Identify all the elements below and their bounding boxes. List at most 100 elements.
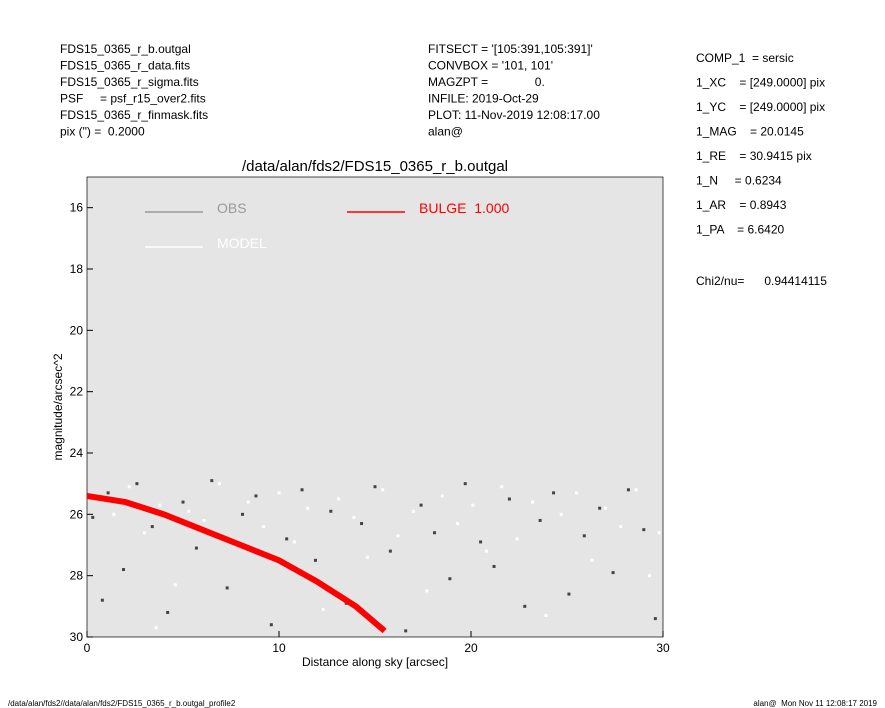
x-tick-label: 0 xyxy=(84,641,91,655)
data-point xyxy=(500,485,504,489)
data-point xyxy=(285,537,289,541)
data-point xyxy=(225,586,229,590)
data-point xyxy=(306,506,310,510)
legend-label: MODEL xyxy=(217,235,267,251)
data-point xyxy=(241,512,245,516)
y-tick-label: 30 xyxy=(70,630,84,644)
data-point xyxy=(217,482,221,486)
y-tick-label: 22 xyxy=(70,385,84,399)
header-middle: MAGZPT = 0. xyxy=(428,75,545,89)
bulge-line xyxy=(86,492,387,634)
data-point xyxy=(544,614,548,618)
data-point xyxy=(419,503,423,507)
header-left: FDS15_0365_r_finmask.fits xyxy=(60,108,208,122)
data-point xyxy=(440,494,444,498)
data-point xyxy=(313,558,317,562)
data-point xyxy=(530,500,534,504)
header-right: 1_MAG = 20.0145 xyxy=(696,125,804,139)
data-point xyxy=(582,534,586,538)
data-point xyxy=(626,488,630,492)
data-point xyxy=(300,488,304,492)
data-point xyxy=(603,506,607,510)
header-middle: alan@ xyxy=(428,125,463,139)
header-middle: INFILE: 2019-Oct-29 xyxy=(428,92,539,106)
chart-title: /data/alan/fds2/FDS15_0365_r_b.outgal xyxy=(242,158,508,175)
data-point xyxy=(396,534,400,538)
data-point xyxy=(292,540,296,544)
data-point xyxy=(254,494,258,498)
data-point xyxy=(210,479,214,483)
data-point xyxy=(91,515,95,519)
data-point xyxy=(143,531,147,535)
data-point xyxy=(269,623,273,627)
data-point xyxy=(523,604,527,608)
chi2: Chi2/nu= 0.94414115 xyxy=(696,274,827,288)
header-left: PSF = psf_r15_over2.fits xyxy=(60,92,206,106)
data-point xyxy=(492,564,496,568)
data-point xyxy=(648,574,652,578)
data-point xyxy=(575,491,579,495)
data-point xyxy=(388,549,392,553)
data-point xyxy=(106,491,110,495)
data-point xyxy=(471,503,475,507)
header-middle: CONVBOX = '101, 101' xyxy=(428,59,553,73)
y-tick-label: 20 xyxy=(70,323,84,337)
data-point xyxy=(381,488,385,492)
data-point xyxy=(559,512,563,516)
x-axis-label: Distance along sky [arcsec] xyxy=(302,655,448,669)
data-point xyxy=(202,518,206,522)
data-point xyxy=(277,491,281,495)
data-point xyxy=(329,509,333,513)
x-tick-label: 30 xyxy=(656,641,670,655)
data-point xyxy=(135,482,139,486)
data-point xyxy=(365,555,369,559)
data-point xyxy=(515,537,519,541)
y-tick-label: 26 xyxy=(70,507,84,521)
header-right: 1_RE = 30.9415 pix xyxy=(696,149,812,163)
y-tick-label: 28 xyxy=(70,569,84,583)
y-tick-label: 24 xyxy=(70,446,84,460)
data-point xyxy=(100,598,104,602)
data-point xyxy=(634,488,638,492)
data-point xyxy=(158,503,162,507)
data-point xyxy=(567,592,571,596)
header-right: 1_YC = [249.0000] pix xyxy=(696,100,825,114)
data-point xyxy=(657,531,661,535)
data-point xyxy=(463,482,467,486)
data-point xyxy=(173,583,177,587)
data-point xyxy=(373,485,377,489)
x-tick-label: 20 xyxy=(464,641,478,655)
header-right: 1_PA = 6.6420 xyxy=(696,223,785,237)
data-point xyxy=(425,589,429,593)
data-point xyxy=(154,626,158,630)
header-right: 1_XC = [249.0000] pix xyxy=(696,76,825,90)
x-tick-label: 10 xyxy=(272,641,286,655)
data-point xyxy=(411,509,415,513)
data-point xyxy=(642,528,646,532)
plot-area xyxy=(86,176,664,638)
y-axis-label: magnitude/arcsec^2 xyxy=(51,353,65,460)
data-point xyxy=(433,531,437,535)
data-point xyxy=(448,577,452,581)
header-middle: PLOT: 11-Nov-2019 12:08:17.00 xyxy=(428,108,600,122)
data-point xyxy=(166,610,170,614)
data-point xyxy=(246,500,250,504)
data-point xyxy=(181,500,185,504)
footer-left: /data/alan/fds2//data/alan/fds2/FDS15_03… xyxy=(8,699,236,708)
header-left: pix (") = 0.2000 xyxy=(60,125,145,139)
data-point xyxy=(352,515,356,519)
data-point xyxy=(456,522,460,526)
data-point xyxy=(337,497,341,501)
data-point xyxy=(552,491,556,495)
header-left: FDS15_0365_r_sigma.fits xyxy=(60,75,199,89)
data-point xyxy=(360,522,364,526)
data-point xyxy=(150,525,154,529)
data-point xyxy=(194,546,198,550)
header-left: FDS15_0365_r_b.outgal xyxy=(60,42,191,56)
data-point xyxy=(590,558,594,562)
footer-right: alan@ Mon Nov 11 12:08:17 2019 xyxy=(753,699,877,708)
data-point xyxy=(507,497,511,501)
header-right: COMP_1 = sersic xyxy=(696,51,794,65)
header-right: 1_AR = 0.8943 xyxy=(696,198,787,212)
